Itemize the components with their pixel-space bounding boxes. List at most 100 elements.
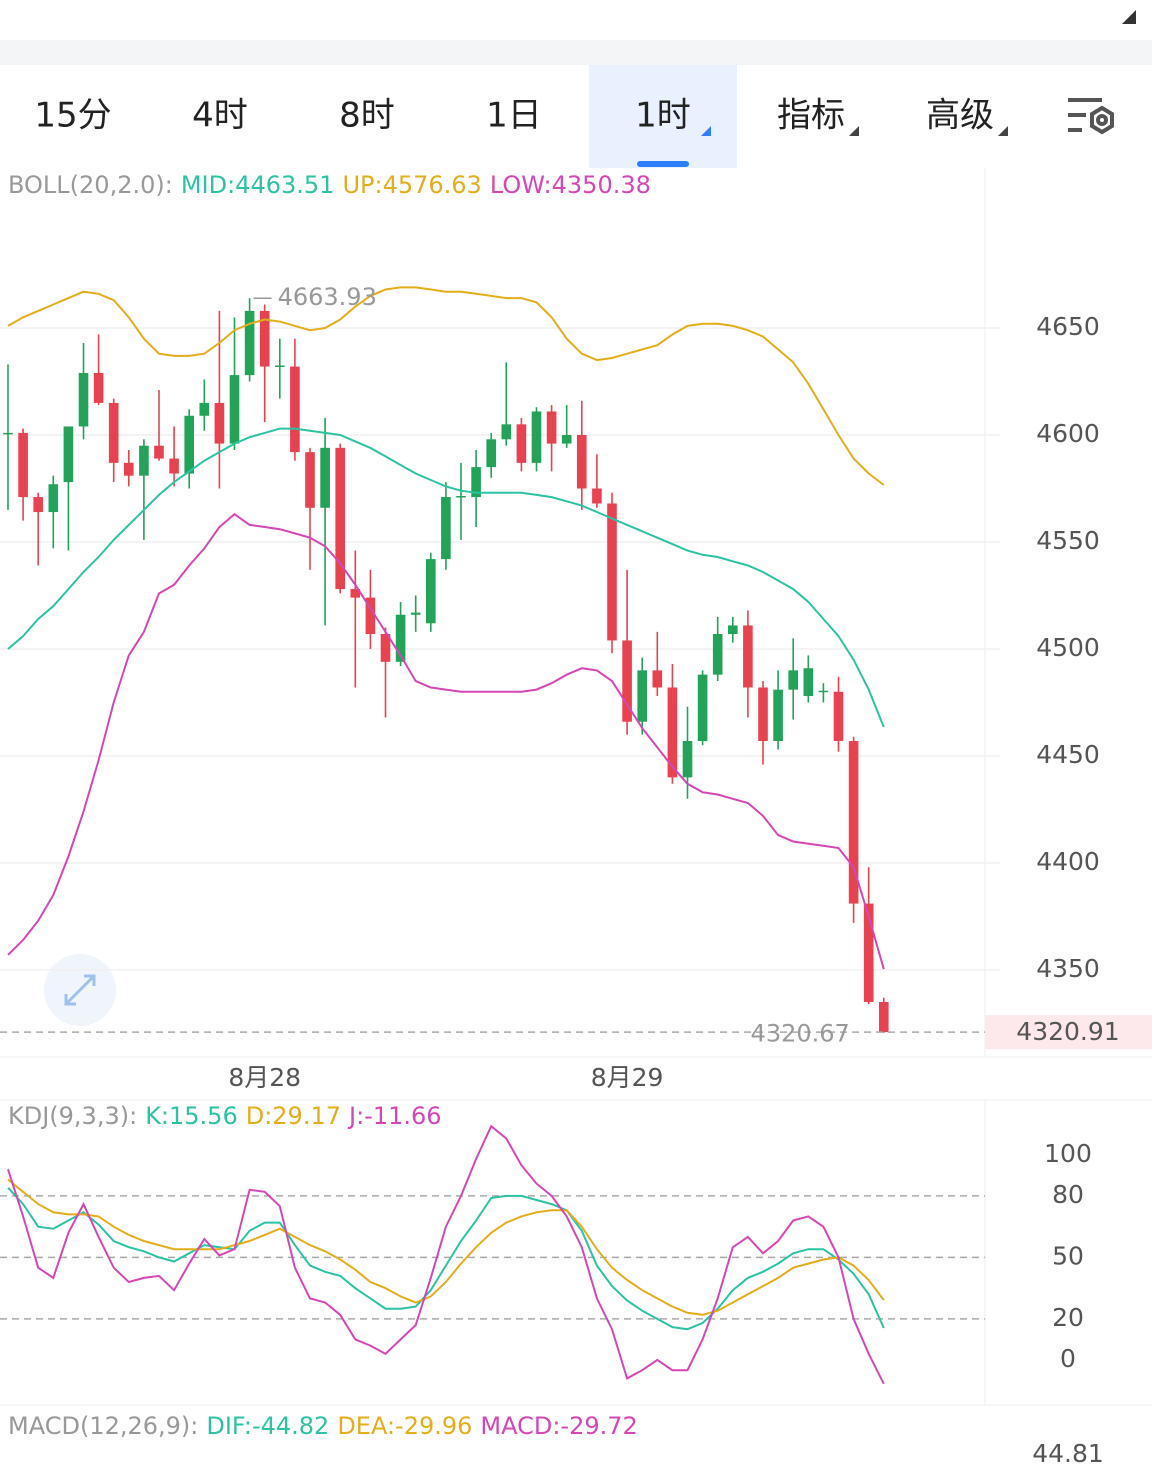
- y-tick-label: 100: [1044, 1139, 1092, 1168]
- candle-body: [78, 372, 89, 427]
- y-tick-label: 50: [1052, 1241, 1084, 1270]
- candle-body: [803, 668, 814, 697]
- tab-selected-bg: [589, 65, 737, 168]
- candle-body: [108, 402, 119, 463]
- y-tick-label: 4500: [1036, 633, 1100, 662]
- candle-body: [712, 634, 723, 675]
- candle-body: [169, 458, 179, 474]
- candle-body: [199, 402, 210, 416]
- y-tick-label: 4550: [1036, 526, 1100, 555]
- legend: KDJ(9,3,3): K:15.56 D:29.17 J:-11.66: [8, 1102, 442, 1130]
- tab[interactable]: 15分: [34, 96, 111, 136]
- boll-line: [7, 286, 885, 486]
- candle-body: [214, 402, 225, 444]
- corner-mark: [1122, 10, 1136, 24]
- candle-body: [184, 415, 194, 474]
- candle-body: [290, 366, 300, 453]
- candle-body: [652, 670, 663, 688]
- indicator-name: BOLL(20,2.0):: [8, 171, 173, 199]
- kdj-line: [7, 1124, 885, 1385]
- candle-body: [139, 445, 149, 476]
- icon-gear: [1090, 105, 1114, 135]
- legend-item: UP:4576.63: [342, 171, 481, 199]
- candle-body: [728, 625, 738, 635]
- candle-body: [33, 497, 43, 513]
- candle-body: [471, 467, 481, 498]
- kdj-line: [7, 1178, 885, 1316]
- candle-body: [833, 691, 844, 741]
- candle-body: [863, 903, 874, 1003]
- candle-body: [531, 411, 542, 463]
- expand-button[interactable]: [44, 954, 116, 1026]
- y-tick-label: 0: [1060, 1344, 1076, 1373]
- high-marker-label: 4663.93: [278, 283, 377, 311]
- candle-body: [3, 432, 13, 435]
- candle-body: [410, 612, 421, 615]
- y-tick-label: 80: [1052, 1180, 1084, 1209]
- candle-body: [305, 452, 315, 508]
- candle-body: [879, 1002, 889, 1033]
- y-tick-label: 4600: [1036, 419, 1100, 448]
- legend-item: DEA:-29.96: [337, 1412, 472, 1440]
- y-tick-label: 4450: [1036, 740, 1100, 769]
- candle-body: [18, 432, 28, 498]
- candle-body: [275, 365, 285, 367]
- candle-body: [320, 447, 330, 508]
- candle-body: [773, 689, 783, 741]
- candle-body: [486, 439, 496, 468]
- candle-body: [818, 690, 829, 693]
- last-price-box: [985, 1015, 1152, 1050]
- legend: MACD(12,26,9): DIF:-44.82 DEA:-29.96 MACD:-…: [8, 1412, 638, 1440]
- candle-body: [426, 559, 436, 624]
- candle-body: [335, 447, 345, 590]
- candle-body: [561, 435, 572, 444]
- tab[interactable]: 指标: [777, 96, 845, 136]
- y-tick-label: 4650: [1036, 312, 1100, 341]
- candle-body: [93, 372, 104, 403]
- candle-body: [456, 495, 466, 498]
- candle-body: [365, 597, 376, 635]
- candle-body: [546, 411, 557, 444]
- indicator-name: KDJ(9,3,3):: [8, 1102, 137, 1130]
- tab[interactable]: 1时: [635, 96, 691, 136]
- kdj-line: [7, 1187, 885, 1331]
- legend-item: D:29.17: [246, 1102, 341, 1130]
- candle-body: [350, 589, 361, 598]
- x-tick-label: 8月28: [228, 1063, 301, 1092]
- last-price-label: 4320.91: [1016, 1017, 1119, 1046]
- low-marker-label: 4320.67: [751, 1020, 850, 1048]
- legend-item: LOW:4350.38: [490, 171, 651, 199]
- candle-body: [577, 435, 587, 489]
- legend-item: J:-11.66: [347, 1102, 442, 1130]
- candle-body: [848, 740, 859, 904]
- tab[interactable]: 4时: [192, 96, 248, 136]
- candle-body: [637, 670, 647, 722]
- legend: BOLL(20,2.0): MID:4463.51 UP:4576.63 LOW:43…: [8, 171, 651, 199]
- candle-body: [607, 503, 617, 641]
- tab[interactable]: 1日: [486, 96, 542, 136]
- tab[interactable]: 高级: [926, 96, 994, 136]
- tab[interactable]: 8时: [339, 96, 395, 136]
- candle-body: [501, 424, 512, 440]
- tab-caret: [998, 126, 1008, 136]
- candle-body: [63, 426, 74, 483]
- candle-body: [667, 687, 678, 778]
- tab-underline: [637, 161, 689, 167]
- legend-item: DIF:-44.82: [206, 1412, 329, 1440]
- settings-icon[interactable]: [1068, 98, 1114, 135]
- candle-body: [124, 462, 134, 476]
- legend-item: MID:4463.51: [181, 171, 335, 199]
- y-tick-label: 4350: [1036, 954, 1100, 983]
- candle-body: [244, 310, 255, 376]
- candle-body: [441, 497, 451, 560]
- boll-line: [7, 512, 885, 970]
- boll-line: [7, 427, 885, 728]
- candle-body: [622, 640, 632, 722]
- candle-body: [516, 424, 527, 463]
- candle-body: [697, 674, 708, 741]
- legend-item: MACD:-29.72: [480, 1412, 637, 1440]
- y-tick-label: 20: [1052, 1303, 1084, 1332]
- y-tick-label: 44.81: [1032, 1439, 1104, 1467]
